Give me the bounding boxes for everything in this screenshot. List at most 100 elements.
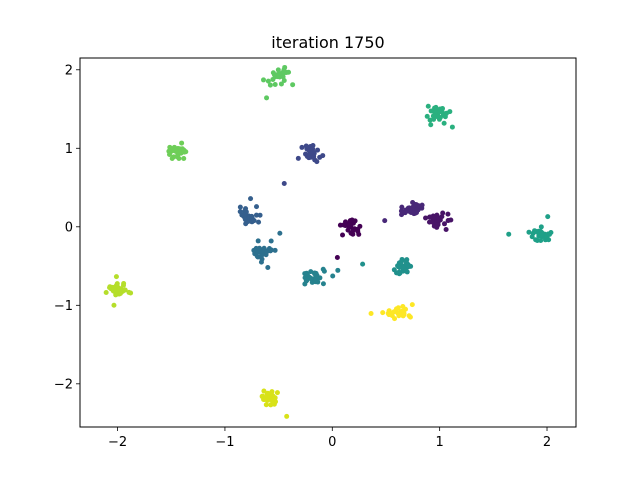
- data-point: [166, 148, 172, 154]
- data-point: [303, 143, 309, 149]
- data-point: [434, 222, 440, 228]
- cluster-13: [103, 274, 134, 308]
- data-point: [299, 144, 305, 150]
- data-point: [242, 216, 248, 222]
- data-point: [441, 221, 447, 227]
- data-point: [398, 208, 404, 214]
- data-point: [237, 204, 243, 210]
- data-point: [264, 249, 270, 255]
- data-point: [428, 122, 434, 128]
- y-axis: −2 −1 0 1 2: [54, 63, 80, 392]
- y-tick-label: 0: [65, 220, 73, 235]
- data-point: [398, 259, 404, 265]
- data-point: [251, 218, 257, 224]
- data-point: [529, 234, 535, 240]
- data-point: [404, 257, 410, 263]
- cluster-12: [166, 140, 189, 162]
- data-point: [237, 209, 243, 215]
- data-point: [437, 109, 443, 115]
- data-point: [278, 81, 284, 87]
- data-point: [440, 210, 446, 216]
- data-point: [269, 398, 275, 404]
- data-point: [443, 227, 449, 233]
- data-point: [437, 114, 443, 120]
- data-point: [256, 245, 262, 251]
- data-point: [354, 226, 360, 232]
- data-point: [255, 238, 261, 244]
- cluster-7: [302, 266, 341, 287]
- cluster-9: [506, 214, 554, 244]
- data-point: [410, 199, 416, 205]
- data-point: [121, 280, 127, 286]
- data-point: [431, 116, 437, 122]
- data-point: [435, 215, 441, 221]
- data-point: [428, 108, 434, 114]
- data-point: [268, 238, 274, 244]
- data-point: [340, 232, 346, 238]
- data-point: [413, 210, 419, 216]
- data-point: [122, 287, 128, 293]
- data-point: [307, 274, 313, 280]
- cluster-6: [251, 230, 283, 271]
- data-point: [392, 316, 398, 322]
- data-point: [312, 279, 318, 285]
- data-point: [426, 219, 432, 225]
- data-point: [449, 124, 455, 130]
- data-point: [423, 215, 429, 221]
- data-point: [447, 109, 453, 115]
- y-tick-label: −2: [54, 377, 73, 392]
- data-point: [111, 286, 117, 291]
- data-point: [532, 228, 538, 234]
- data-point: [352, 218, 358, 224]
- y-tick-label: 1: [65, 142, 73, 157]
- data-point: [284, 413, 290, 419]
- data-point: [306, 155, 312, 161]
- data-point: [281, 70, 287, 76]
- data-point: [538, 224, 544, 230]
- data-point: [424, 113, 430, 119]
- data-point: [267, 248, 273, 254]
- cluster-8: [360, 256, 414, 277]
- data-point: [261, 388, 267, 394]
- data-point: [546, 237, 552, 243]
- x-tick-label: −1: [215, 435, 234, 450]
- x-tick-label: 1: [436, 435, 444, 450]
- data-point: [281, 77, 287, 83]
- data-point: [425, 103, 431, 109]
- data-point: [402, 210, 408, 216]
- data-point: [334, 255, 340, 261]
- data-point: [277, 230, 283, 236]
- data-point: [113, 292, 119, 298]
- data-point: [396, 271, 402, 277]
- data-point: [536, 228, 542, 234]
- data-point: [391, 267, 397, 273]
- data-point: [416, 203, 422, 209]
- data-point: [313, 274, 319, 280]
- data-point: [257, 212, 263, 218]
- data-point: [117, 291, 123, 297]
- data-point: [174, 154, 180, 160]
- data-point: [179, 140, 185, 146]
- data-point: [538, 238, 544, 244]
- data-point: [263, 402, 269, 408]
- data-point: [295, 155, 301, 161]
- data-point: [254, 204, 260, 210]
- data-point: [320, 281, 326, 287]
- cluster-5: [237, 196, 263, 227]
- data-point: [126, 289, 132, 295]
- data-point: [341, 222, 347, 228]
- x-tick-label: 0: [328, 435, 336, 450]
- data-point: [386, 308, 392, 314]
- data-point: [175, 146, 181, 151]
- y-tick-label: −1: [54, 299, 73, 314]
- data-point: [330, 273, 336, 279]
- data-point: [314, 159, 320, 165]
- y-tick-label: 2: [65, 63, 73, 78]
- data-point: [261, 77, 266, 83]
- data-point: [264, 95, 270, 101]
- data-point: [408, 209, 414, 215]
- data-point: [282, 64, 288, 70]
- data-point: [306, 147, 312, 153]
- data-point: [183, 149, 189, 155]
- data-point: [308, 269, 314, 275]
